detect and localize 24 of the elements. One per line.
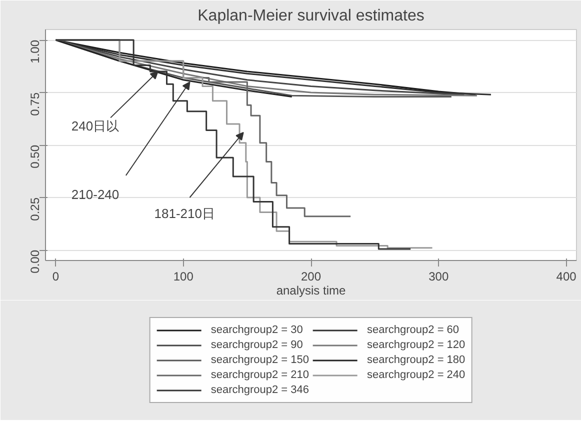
annotation: 181-210日 [154,206,215,221]
x-tick-label: 200 [300,270,322,284]
legend-label: searchgroup2 = 180 [367,354,466,366]
legend-label: searchgroup2 = 30 [210,324,303,336]
legend-label: searchgroup2 = 60 [367,324,460,336]
y-tick-label: 0.50 [28,144,42,168]
annotation: 240日以 [71,118,120,134]
legend-label: searchgroup2 = 120 [367,339,466,351]
y-tick-label: 0.00 [28,250,42,274]
y-tick-label: 1.00 [28,40,42,64]
x-tick-label: 0 [52,270,60,284]
x-tick-label: 400 [556,270,577,284]
chart-title: Kaplan-Meier survival estimates [198,8,424,24]
x-tick-label: 300 [428,270,449,284]
legend-label: searchgroup2 = 210 [210,369,309,381]
x-tick-label: 100 [173,270,194,284]
x-axis-title: analysis time [276,284,346,298]
legend-label: searchgroup2 = 240 [367,369,466,381]
legend-label: searchgroup2 = 150 [210,354,309,366]
legend-label: searchgroup2 = 346 [210,384,309,396]
y-tick-label: 0.25 [28,197,42,221]
annotation: 210-240 [71,186,120,202]
legend-label: searchgroup2 = 90 [210,339,303,351]
y-tick-label: 0.75 [28,92,42,116]
